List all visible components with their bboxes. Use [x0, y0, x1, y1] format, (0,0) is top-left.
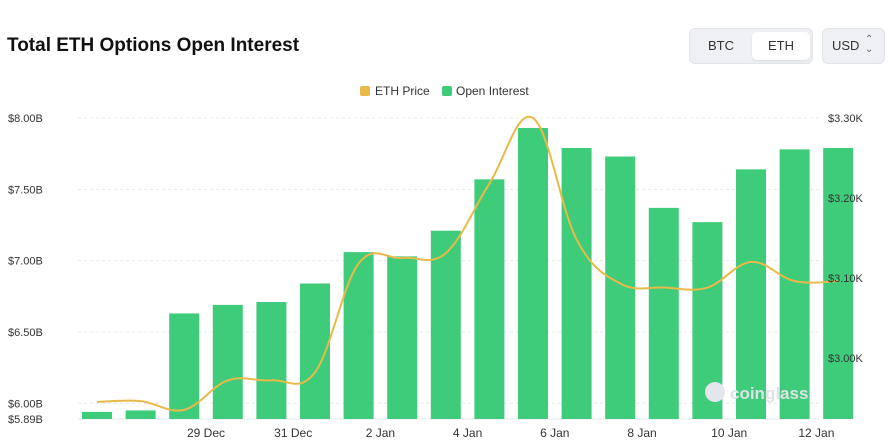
open-interest-bar[interactable]	[561, 147, 592, 420]
coinglass-logo-icon	[705, 382, 725, 402]
open-interest-bar[interactable]	[648, 207, 679, 419]
open-interest-bar[interactable]	[125, 410, 156, 419]
tab-eth[interactable]: ETH	[752, 32, 810, 60]
legend-swatch-open-interest	[442, 86, 452, 96]
open-interest-bar[interactable]	[169, 313, 200, 419]
right-axis: $3.30K $3.20K $3.10K $3.00K	[828, 113, 864, 365]
right-tick-label: $3.10K	[828, 273, 864, 285]
page-title: Total ETH Options Open Interest	[7, 35, 300, 56]
left-tick-label: $8.00B	[8, 113, 43, 125]
x-axis: 29 Dec 31 Dec 2 Jan 4 Jan 6 Jan 8 Jan 10 Jan 12…	[187, 426, 834, 440]
x-tick-label: 6 Jan	[540, 426, 569, 440]
x-tick-label: 2 Jan	[366, 426, 395, 440]
left-tick-label: $6.00B	[8, 398, 43, 410]
open-interest-bar[interactable]	[823, 147, 854, 420]
bars	[82, 127, 854, 420]
currency-label: USD	[832, 38, 860, 53]
left-tick-label: $7.50B	[8, 184, 43, 196]
x-tick-label: 4 Jan	[453, 426, 482, 440]
left-tick-label: $5.89B	[8, 414, 43, 426]
x-tick-label: 29 Dec	[187, 426, 225, 440]
right-tick-label: $3.30K	[828, 113, 864, 125]
right-tick-label: $3.20K	[828, 193, 864, 205]
open-interest-bar[interactable]	[779, 149, 810, 419]
open-interest-bar[interactable]	[518, 127, 548, 419]
open-interest-bar[interactable]	[212, 304, 243, 419]
watermark-text: coinglass	[730, 384, 808, 403]
open-interest-bar[interactable]	[430, 230, 461, 419]
tab-btc[interactable]: BTC	[708, 38, 734, 53]
x-tick-label: 12 Jan	[798, 426, 834, 440]
legend-label-open-interest: Open Interest	[456, 84, 529, 98]
open-interest-bar[interactable]	[387, 256, 418, 419]
legend-label-eth-price: ETH Price	[375, 84, 430, 98]
left-axis: $8.00B $7.50B $7.00B $6.50B $6.00B $5.89B	[8, 113, 43, 426]
open-interest-bar[interactable]	[256, 302, 287, 419]
eth-price-line	[96, 115, 839, 412]
chevron-up-down-icon: ⌃ ⌄	[865, 34, 874, 55]
open-interest-bar[interactable]	[82, 411, 112, 419]
currency-select[interactable]: USD ⌃ ⌄	[822, 28, 885, 64]
right-tick-label: $3.00K	[828, 353, 864, 365]
x-tick-label: 10 Jan	[711, 426, 747, 440]
open-interest-bar[interactable]	[343, 252, 374, 419]
open-interest-bar[interactable]	[736, 169, 766, 419]
open-interest-bar[interactable]	[474, 179, 505, 419]
left-tick-label: $6.50B	[8, 327, 43, 339]
asset-toggle: BTC ETH	[689, 28, 813, 64]
legend: ETH Price Open Interest	[360, 84, 529, 98]
left-tick-label: $7.00B	[8, 256, 43, 268]
watermark: coinglass	[705, 382, 808, 403]
x-tick-label: 31 Dec	[274, 426, 312, 440]
x-tick-label: 8 Jan	[627, 426, 656, 440]
legend-swatch-eth-price	[360, 86, 370, 96]
